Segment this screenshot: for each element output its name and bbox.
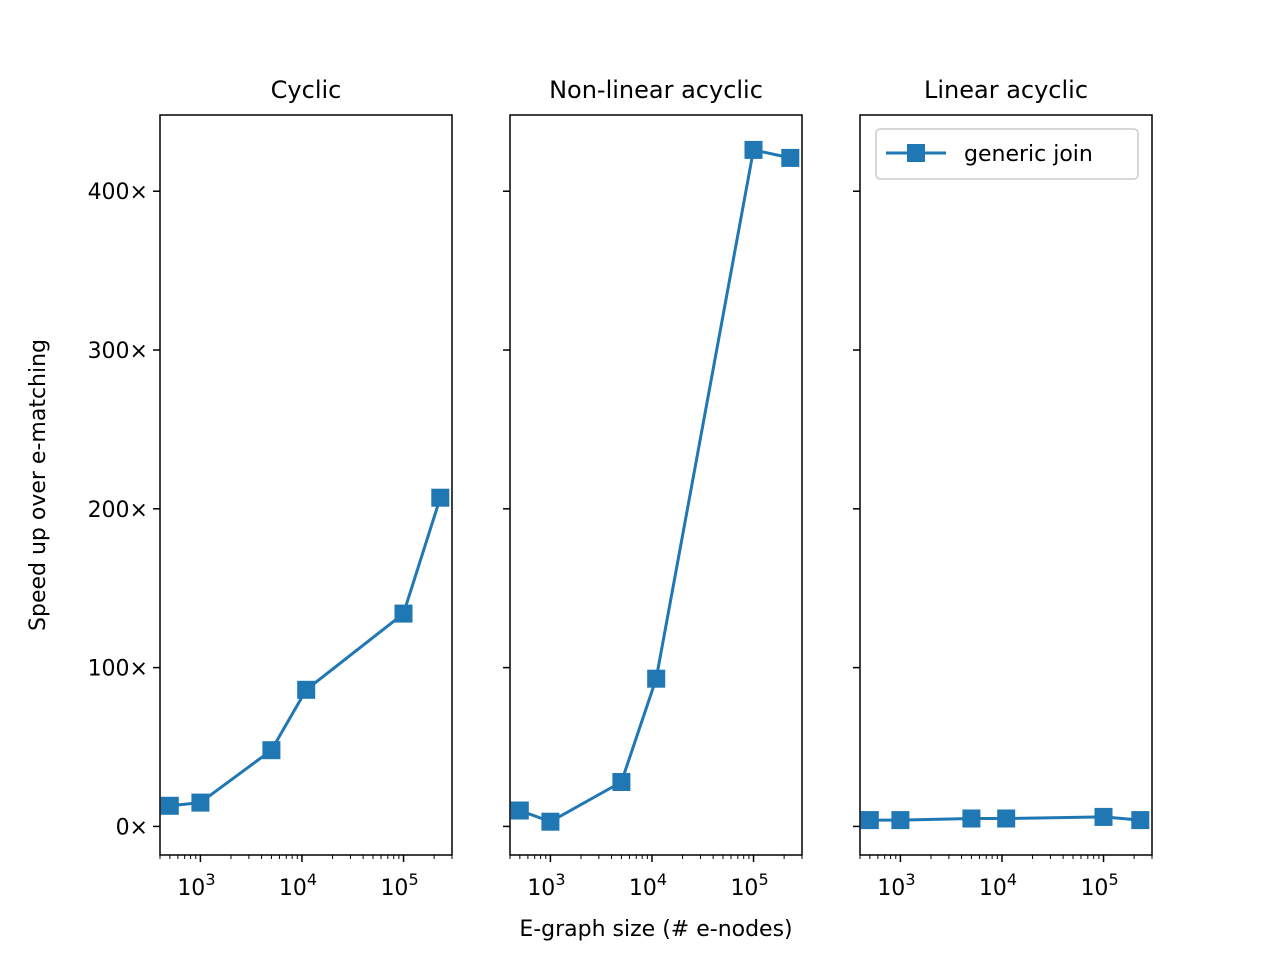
legend-label: generic join bbox=[964, 142, 1093, 167]
panel-non-linear-acyclic: Non-linear acyclic 103 104 105 bbox=[503, 76, 803, 901]
data-point-marker bbox=[431, 488, 450, 507]
data-point-marker bbox=[781, 148, 800, 167]
x-tick-label: 104 bbox=[979, 870, 1017, 901]
data-point-marker bbox=[612, 773, 631, 791]
panel-title: Linear acyclic bbox=[924, 76, 1088, 104]
panel-ticks: 103 104 105 bbox=[503, 190, 803, 901]
data-point-marker bbox=[962, 809, 981, 828]
axes-frame bbox=[159, 114, 453, 856]
panel-marks bbox=[160, 488, 450, 815]
data-point-marker bbox=[510, 801, 529, 820]
x-axis-label: E-graph size (# e-nodes) bbox=[519, 917, 792, 942]
x-tick-label: 103 bbox=[177, 870, 215, 901]
y-tick-label: 0× bbox=[116, 815, 148, 840]
y-tick-label: 400× bbox=[88, 180, 148, 205]
legend-box bbox=[875, 128, 1139, 180]
x-tick-label: 105 bbox=[730, 870, 768, 901]
data-point-marker bbox=[262, 741, 281, 760]
data-point-marker bbox=[541, 812, 560, 831]
data-point-marker bbox=[191, 793, 210, 812]
panel-linear-acyclic: Linear acyclic 103 104 105 generic join bbox=[853, 76, 1153, 901]
y-tick-label: 200× bbox=[88, 498, 148, 523]
panel-cyclic: Cyclic 0× 100× 200× 300× 400× 103 104 105 bbox=[88, 76, 453, 901]
data-point-marker bbox=[160, 796, 179, 815]
x-tick-label: 103 bbox=[877, 870, 915, 901]
data-point-marker bbox=[744, 140, 763, 159]
y-axis-label: Speed up over e-matching bbox=[26, 339, 51, 631]
data-point-marker bbox=[1131, 811, 1150, 830]
panel-marks bbox=[860, 807, 1150, 830]
panel-title: Cyclic bbox=[271, 76, 342, 104]
legend: generic join bbox=[875, 128, 1139, 180]
axes-frame bbox=[859, 114, 1153, 856]
panel-ticks: 103 104 105 bbox=[853, 190, 1153, 901]
x-tick-label: 105 bbox=[380, 870, 418, 901]
data-point-marker bbox=[394, 604, 413, 623]
data-point-marker bbox=[997, 809, 1016, 828]
x-tick-label: 104 bbox=[279, 870, 317, 901]
panel-title: Non-linear acyclic bbox=[549, 76, 763, 104]
data-point-marker bbox=[1094, 807, 1113, 826]
x-tick-label: 105 bbox=[1080, 870, 1118, 901]
panel-marks bbox=[510, 140, 800, 831]
data-point-marker bbox=[860, 811, 879, 830]
data-point-marker bbox=[297, 680, 316, 699]
panel-ticks: 0× 100× 200× 300× 400× 103 104 105 bbox=[88, 180, 453, 901]
axes-frame bbox=[509, 114, 803, 856]
x-tick-label: 103 bbox=[527, 870, 565, 901]
legend-marker-square bbox=[907, 144, 925, 162]
data-point-marker bbox=[647, 669, 666, 688]
data-point-marker bbox=[891, 811, 910, 830]
x-tick-label: 104 bbox=[629, 870, 667, 901]
y-tick-label: 300× bbox=[88, 339, 148, 364]
y-tick-label: 100× bbox=[88, 657, 148, 682]
